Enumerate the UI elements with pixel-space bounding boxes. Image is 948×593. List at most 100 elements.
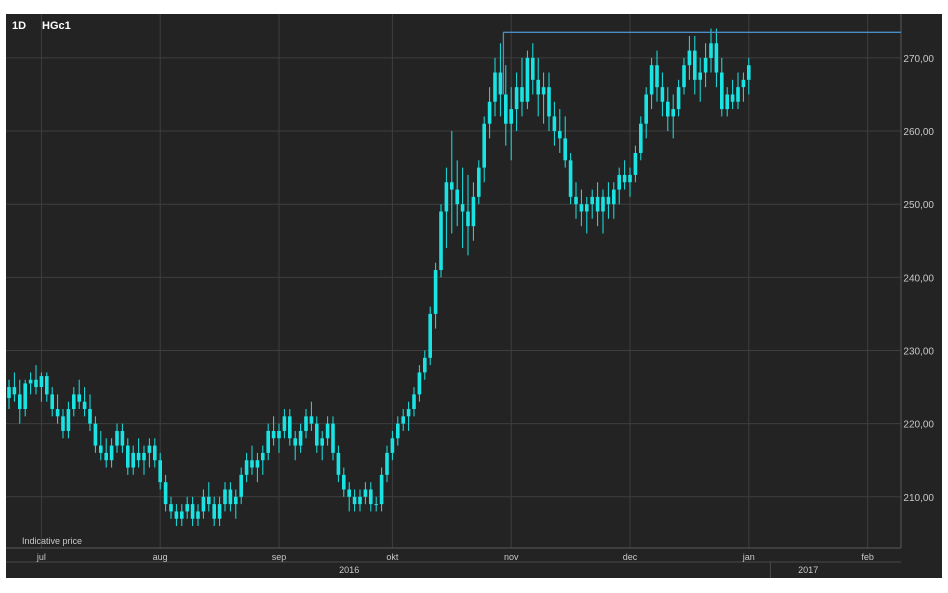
candle-body bbox=[509, 109, 513, 124]
candle-body bbox=[153, 445, 157, 461]
year-label: 2016 bbox=[339, 565, 359, 575]
candle-body bbox=[568, 160, 573, 197]
candle-body bbox=[579, 204, 584, 212]
candle-body bbox=[234, 496, 238, 505]
candle-body bbox=[244, 460, 249, 475]
candle-body bbox=[725, 94, 729, 110]
candle-body bbox=[396, 423, 400, 439]
chart-panel: 210,00 220,00 230,00 240,00 250,00 260,00 270,… bbox=[6, 14, 942, 578]
candle-body bbox=[131, 452, 135, 468]
candle-body bbox=[644, 94, 648, 124]
candle-body bbox=[158, 460, 162, 483]
candle-body bbox=[28, 379, 33, 384]
candle-body bbox=[347, 489, 351, 497]
candle-body bbox=[18, 394, 22, 410]
candle-body bbox=[660, 87, 665, 102]
candle-body bbox=[336, 452, 341, 475]
candle-body bbox=[433, 270, 438, 314]
candle-body bbox=[379, 474, 384, 505]
candle-body bbox=[525, 57, 530, 102]
grid bbox=[6, 14, 902, 578]
candle-body bbox=[212, 504, 216, 519]
candle-body bbox=[239, 474, 243, 497]
candle-body bbox=[88, 409, 92, 424]
candle-body bbox=[450, 182, 454, 190]
candle-body bbox=[747, 65, 751, 80]
candle-body bbox=[174, 511, 179, 519]
candle-body bbox=[342, 474, 346, 490]
y-tick-label: 230,00 bbox=[903, 346, 934, 357]
candle-body bbox=[633, 152, 638, 175]
candle-body bbox=[466, 211, 470, 227]
candle-body bbox=[320, 438, 324, 446]
candle-body bbox=[55, 409, 60, 417]
candle-body bbox=[309, 416, 314, 424]
candle-body bbox=[471, 196, 476, 227]
y-tick-label: 260,00 bbox=[903, 127, 934, 138]
candle-body bbox=[136, 452, 141, 461]
y-tick-label: 250,00 bbox=[903, 200, 934, 211]
candle-body bbox=[612, 189, 616, 205]
candle-body bbox=[493, 72, 497, 102]
indicative-price-note: Indicative price bbox=[22, 536, 83, 546]
candle-body bbox=[104, 452, 108, 461]
candle-body bbox=[298, 430, 303, 446]
candlestick-chart: 210,00 220,00 230,00 240,00 250,00 260,00 270,… bbox=[6, 14, 935, 578]
month-label: aug bbox=[153, 552, 168, 562]
candle-body bbox=[271, 430, 276, 439]
symbol-label: HGc1 bbox=[42, 20, 71, 32]
candle-body bbox=[552, 116, 557, 132]
candle-body bbox=[93, 423, 98, 446]
candle-body bbox=[601, 196, 605, 212]
candle-body bbox=[12, 387, 17, 395]
candle-body bbox=[185, 504, 189, 512]
candle-body bbox=[482, 123, 486, 168]
candle-body bbox=[666, 101, 670, 117]
candle-body bbox=[547, 87, 551, 117]
candle-body bbox=[504, 94, 508, 124]
candle-body bbox=[163, 482, 168, 505]
candle-body bbox=[401, 416, 405, 424]
candle-body bbox=[228, 489, 233, 505]
candle-body bbox=[363, 489, 368, 497]
candle-body bbox=[201, 496, 206, 512]
interval-label: 1D bbox=[12, 20, 27, 32]
candle-body bbox=[531, 57, 535, 80]
candle-body bbox=[390, 438, 395, 453]
y-tick-label: 270,00 bbox=[903, 54, 934, 65]
candle-body bbox=[266, 430, 270, 453]
month-label: jul bbox=[36, 552, 46, 562]
axis-labels: 210,00 220,00 230,00 240,00 250,00 260,00 270,… bbox=[36, 54, 935, 575]
candle-body bbox=[622, 174, 627, 183]
candle-body bbox=[574, 196, 578, 205]
candle-body bbox=[455, 189, 459, 205]
candles bbox=[7, 28, 751, 527]
candle-body bbox=[261, 452, 265, 461]
candle-body bbox=[639, 123, 643, 153]
candle-body bbox=[61, 416, 65, 431]
candle-body bbox=[385, 452, 389, 475]
candle-body bbox=[617, 174, 621, 190]
candle-body bbox=[423, 357, 427, 373]
candle-body bbox=[693, 50, 697, 80]
candle-body bbox=[50, 394, 54, 410]
resistance-line bbox=[502, 31, 901, 95]
candle-body bbox=[82, 401, 87, 410]
candle-body bbox=[282, 416, 287, 431]
candle-body bbox=[687, 50, 692, 66]
candle-body bbox=[444, 182, 449, 212]
candle-body bbox=[250, 460, 254, 468]
candle-body bbox=[223, 489, 227, 505]
candle-body bbox=[169, 504, 173, 512]
candle-body bbox=[741, 79, 746, 88]
y-tick-label: 210,00 bbox=[903, 493, 934, 504]
candle-body bbox=[709, 43, 713, 58]
candle-body bbox=[180, 511, 184, 519]
candle-body bbox=[293, 438, 297, 446]
candle-body bbox=[655, 65, 659, 88]
candle-body bbox=[406, 409, 411, 417]
candle-body bbox=[115, 430, 119, 446]
candle-body bbox=[703, 57, 708, 73]
candle-body bbox=[536, 79, 540, 95]
year-label: 2017 bbox=[798, 565, 818, 575]
